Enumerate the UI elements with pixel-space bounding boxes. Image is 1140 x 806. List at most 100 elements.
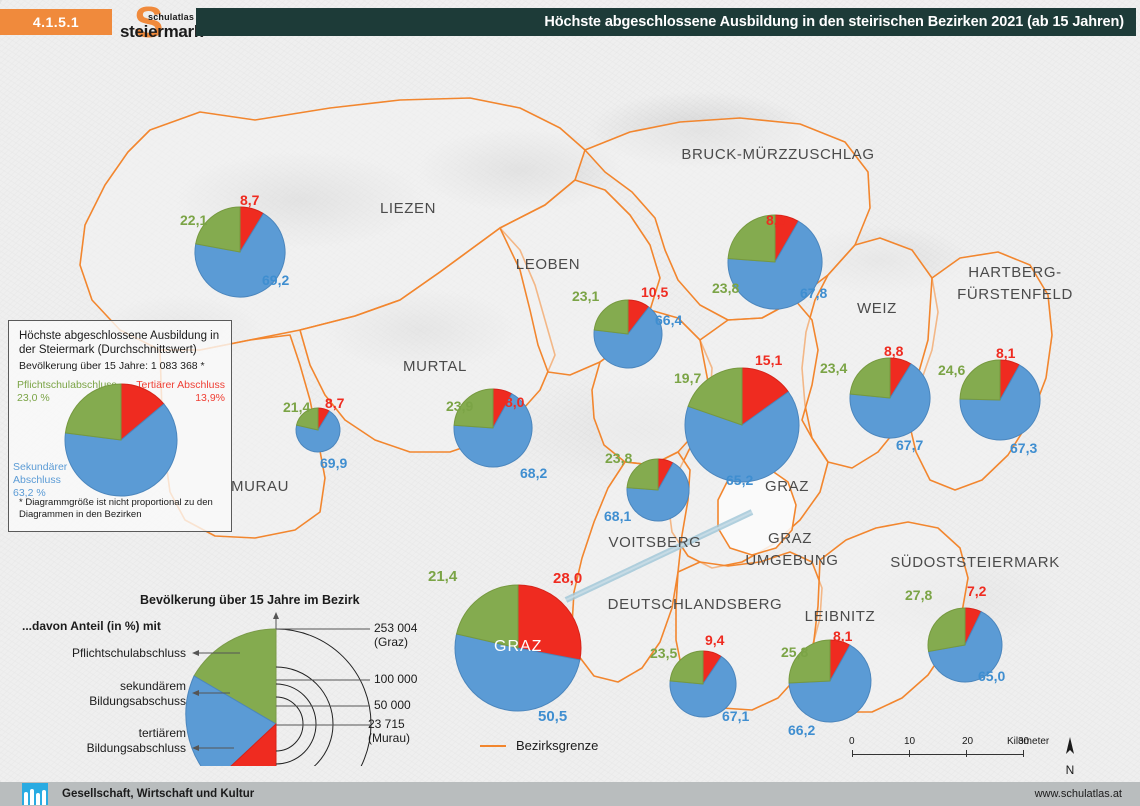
- pie-inner-label-graz: GRAZ: [494, 638, 543, 655]
- pie-value-liezen-green: 22,1: [180, 212, 208, 228]
- footer-section: Gesellschaft, Wirtschaft und Kultur: [62, 788, 255, 800]
- pie-slice-graz-secondary: [454, 633, 581, 712]
- pie-value-leoben-green: 23,1: [572, 288, 600, 304]
- size-legend-cat-blue: sekundärem Bildungsabschuss: [89, 679, 186, 708]
- north-arrow-icon: [1066, 737, 1074, 754]
- district-label-leoben: LEOBEN: [515, 256, 581, 273]
- pie-value-hartberg-green: 24,6: [938, 362, 966, 378]
- average-pie-chart: [59, 378, 183, 502]
- pie-value-grazumg-green: 19,7: [674, 370, 702, 386]
- district-label-suedost: SÜDOSTSTEIERMARK: [890, 554, 1060, 571]
- pie-slice-hartberg-compulsory: [959, 359, 1001, 401]
- pie-slice-leibnitz-secondary: [788, 644, 872, 723]
- north-arrow: N: [1060, 736, 1080, 777]
- pie-slice-liezen-secondary: [194, 212, 286, 298]
- pie-slice-murtal-secondary: [453, 393, 533, 468]
- average-legend-green-label: Pflichtschulabschluss 23,0 %: [17, 379, 117, 404]
- pie-slice-weiz-compulsory: [849, 357, 891, 399]
- pie-value-murtal-blue: 68,2: [520, 465, 548, 481]
- pie-value-bruck-green: 23,8: [712, 280, 740, 296]
- pie-value-leibnitz-blue: 66,2: [788, 722, 816, 738]
- pie-value-murtal-red: 8,0: [505, 394, 525, 410]
- scale-tick-0: 0: [849, 736, 855, 747]
- pie-value-hartberg-blue: 67,3: [1010, 440, 1038, 456]
- pie-value-graz-red: 28,0: [553, 570, 583, 587]
- size-legend-cat-green: Pflichtschulabschluss: [71, 646, 186, 660]
- pie-value-weiz-red: 8,8: [884, 343, 904, 359]
- pie-slice-suedost-compulsory: [927, 607, 966, 653]
- size-legend-graphic: [185, 612, 372, 766]
- pie-value-bruck-red: 8,3: [766, 212, 786, 228]
- pie-value-weiz-green: 23,4: [820, 360, 848, 376]
- size-legend-ring-label-0: 253 004 (Graz): [374, 621, 418, 649]
- size-legend-ring-label-1: 100 000: [374, 672, 418, 686]
- pie-value-murau-green: 21,4: [283, 399, 311, 415]
- pie-slice-leoben-compulsory: [593, 299, 629, 335]
- pie-value-graz-green: 21,4: [428, 568, 458, 585]
- boundary-legend-label: Bezirksgrenze: [516, 738, 599, 753]
- pie-value-leibnitz-red: 8,1: [833, 628, 853, 644]
- chapter-number: 4.1.5.1: [0, 9, 112, 35]
- size-legend-cat-red: tertiärem Bildungsabschluss: [86, 726, 186, 755]
- pie-value-leoben-blue: 66,4: [655, 312, 683, 328]
- district-label-hartberg-2: FÜRSTENFELD: [957, 286, 1073, 303]
- schulatlas-logo[interactable]: S schulatlas steiermark: [118, 1, 214, 45]
- pie-value-suedost-green: 27,8: [905, 587, 933, 603]
- pie-value-leoben-red: 10,5: [641, 284, 669, 300]
- pie-slice-leoben-secondary: [593, 306, 663, 369]
- pie-slice-dlandsb-compulsory: [669, 650, 704, 685]
- pie-value-weiz-blue: 67,7: [896, 437, 924, 453]
- scale-tick-3: 30: [1018, 736, 1030, 747]
- district-label-graz: GRAZ: [764, 478, 810, 495]
- district-label-graz-umgebung-1: GRAZ: [767, 530, 813, 547]
- pie-slice-dlandsb-secondary: [669, 655, 737, 718]
- pie-slice-suedost-secondary: [927, 611, 1003, 683]
- boundary-legend: Bezirksgrenze: [480, 738, 598, 753]
- average-legend-title: Höchste abgeschlossene Ausbildung in der…: [19, 330, 220, 356]
- pie-value-dlandsb-blue: 67,1: [722, 708, 750, 724]
- header-bar: 4.1.5.1 S schulatlas steiermark Höchste …: [0, 0, 1140, 45]
- pie-slice-graz-tertiary: [517, 584, 582, 661]
- pie-slice-graz-compulsory: [455, 584, 519, 649]
- pie-slice-voitsberg-secondary: [626, 462, 690, 522]
- pie-value-liezen-blue: 69,2: [262, 272, 290, 288]
- pie-value-murau-red: 8,7: [325, 395, 345, 411]
- footer-bar: Gesellschaft, Wirtschaft und Kultur www.…: [0, 782, 1140, 806]
- pie-value-graz-blue: 50,5: [538, 708, 568, 725]
- district-label-murau: MURAU: [231, 478, 289, 495]
- district-label-liezen: LIEZEN: [379, 200, 437, 217]
- district-label-voitsberg: VOITSBERG: [608, 534, 702, 551]
- district-label-weiz: WEIZ: [857, 300, 897, 317]
- pie-slice-murtal-compulsory: [453, 388, 494, 429]
- pie-slice-bruck-compulsory: [727, 214, 776, 263]
- pie-value-grazumg-red: 15,1: [755, 352, 783, 368]
- average-legend-blue-label: Sekundärer Abschluss 63,2 %: [13, 461, 68, 499]
- pie-slice-grazumg-compulsory: [687, 367, 743, 426]
- size-legend-ring-label-3: 23 715 (Murau): [368, 717, 411, 745]
- footer-url[interactable]: www.schulatlas.at: [1034, 788, 1122, 800]
- pie-slice-weiz-secondary: [849, 363, 931, 439]
- people-icon: [22, 783, 48, 805]
- district-label-hartberg-1: HARTBERG-: [968, 264, 1062, 281]
- pie-slice-voitsberg-compulsory: [626, 458, 659, 491]
- pie-slice-liezen-compulsory: [195, 206, 241, 253]
- size-legend-title: Bevölkerung über 15 Jahre im Bezirk: [140, 593, 360, 607]
- scale-tick-2: 20: [962, 736, 974, 747]
- average-legend-note: * Diagrammgröße ist nicht proportional z…: [19, 497, 213, 520]
- average-legend-red-label: Tertiärer Abschluss 13,9%: [136, 379, 225, 404]
- pie-slice-murau-compulsory: [295, 407, 319, 431]
- size-legend-ring-label-2: 50 000: [374, 698, 411, 712]
- pie-slice-murau-secondary: [295, 410, 341, 453]
- pie-slice-grazumg-secondary: [684, 391, 800, 483]
- pie-value-murau-blue: 69,9: [320, 455, 348, 471]
- district-label-bruck: BRUCK-MÜRZZUSCHLAG: [681, 146, 875, 163]
- pie-value-voitsberg-green: 23,8: [605, 450, 633, 466]
- pie-value-dlandsb-green: 23,5: [650, 645, 678, 661]
- pie-slice-bruck-secondary: [727, 220, 823, 310]
- pie-value-hartberg-red: 8,1: [996, 345, 1016, 361]
- pie-value-murtal-green: 23,9: [446, 398, 474, 414]
- pie-slice-hartberg-secondary: [959, 364, 1041, 441]
- pie-value-suedost-blue: 65,0: [978, 668, 1006, 684]
- pie-value-suedost-red: 7,2: [967, 583, 987, 599]
